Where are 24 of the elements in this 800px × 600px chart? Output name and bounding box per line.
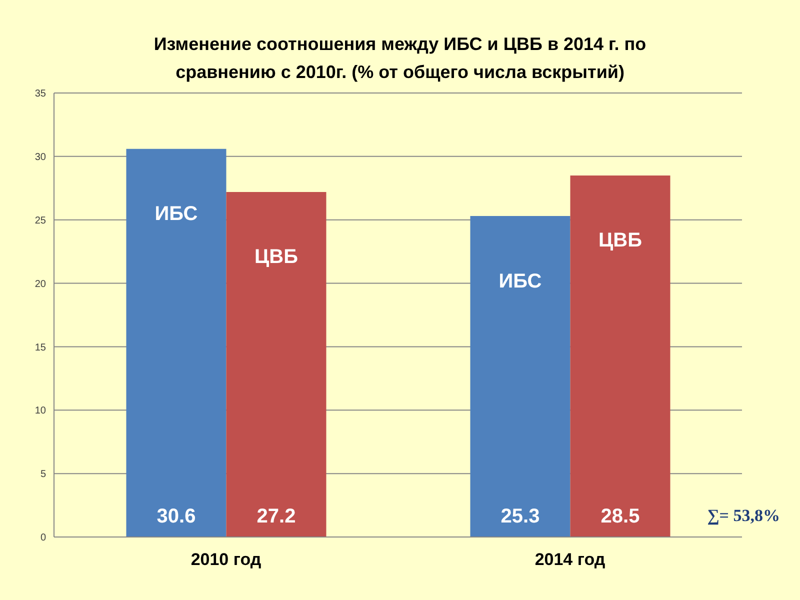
text: ИБС [154, 203, 198, 226]
bar [126, 148, 226, 537]
text: ЦВБ [254, 246, 298, 268]
annotation: ∑= 53,8% [707, 506, 780, 526]
data-label: 25.3 [500, 505, 540, 528]
y-tick-label: 30 [34, 152, 46, 163]
y-tick-label: 15 [34, 342, 46, 354]
bar [470, 216, 570, 537]
y-tick-label: 20 [34, 278, 46, 290]
y-tick-label: 25 [34, 215, 46, 226]
chart-title: Изменение соотношения между ИБС и ЦВБ в 2014 г. по сравнению с 2010г. (% от общего числа вскрытий) [152, 33, 648, 84]
x-tick-label: 2010 год [190, 550, 262, 570]
bar [570, 175, 670, 537]
bar [226, 192, 326, 537]
data-label: 30.6 [156, 505, 196, 528]
y-tick-label: 5 [40, 469, 46, 480]
series-label: ИБС [498, 270, 542, 292]
series-label: ЦВБ [598, 230, 642, 252]
data-label: 28.5 [600, 505, 640, 528]
data-label: 27.2 [256, 505, 296, 528]
x-tick-label: 2014 год [534, 550, 606, 570]
y-tick-label: 35 [34, 88, 46, 100]
y-tick-label: 0 [40, 532, 46, 544]
y-tick-label: 10 [34, 406, 46, 417]
